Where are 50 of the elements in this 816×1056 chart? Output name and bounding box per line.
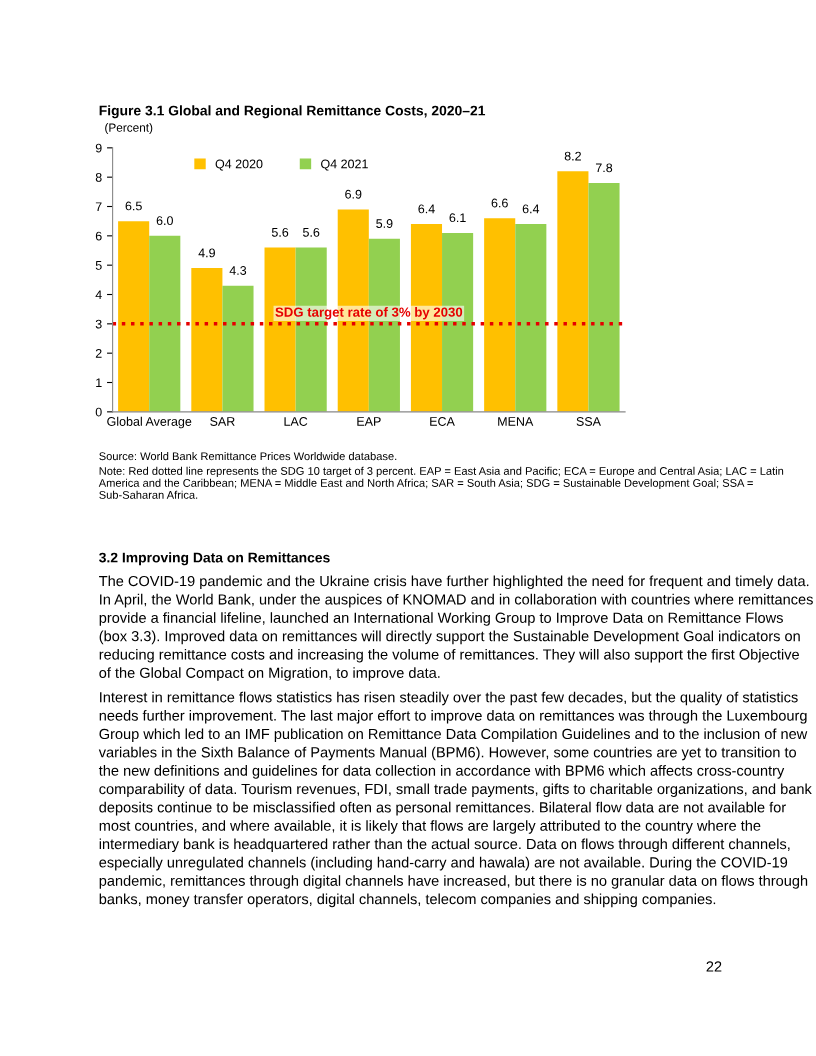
y-tick-label: 3 — [95, 319, 102, 329]
legend-label: Q4 2021 — [321, 159, 368, 171]
bar — [515, 224, 547, 412]
data-label: 5.6 — [271, 227, 289, 237]
x-tick-label: LAC — [284, 417, 308, 426]
x-tick-label: SSA — [576, 417, 601, 426]
y-tick-label: 1 — [96, 378, 102, 388]
data-label: 6.1 — [449, 213, 466, 223]
data-label: 5.9 — [376, 219, 393, 228]
text: 3.2 Improving Data on Remittances — [99, 552, 330, 566]
ref-line-label: SDG target rate of 3% by 2030 — [275, 307, 463, 320]
legend-label: Q4 2020 — [215, 159, 263, 171]
text: The COVID-19 pandemic and the Ukraine crisis have further highlighted the need for frequent and timely data. In April, the World Bank, under the auspices of KNOMAD and in collaboration with countries where remittances provide a financial lifeline, launched an International Working Group to Improve Data on Remittance Flows (box 3.3). Improved data on remittances will directly support the Sustainable Development Goal indicators on reducing remittance costs and increasing the volume of remittances. They will also support the first Objective of the Global Compact on Migration, to improve data. — [99, 575, 813, 681]
chart-title: Figure 3.1 Global and Regional Remittance Costs, 2020–21 — [99, 105, 486, 119]
bar — [191, 268, 223, 412]
text: 22 — [706, 961, 722, 972]
x-tick-label: EAP — [357, 417, 381, 426]
source-note: Source: World Bank Remittance Prices Worldwide database. — [99, 451, 397, 461]
x-tick-label: Global Average — [107, 416, 192, 429]
x-tick-label: MENA — [498, 417, 534, 426]
y-tick-label: 2 — [95, 348, 102, 358]
data-label: 7.8 — [595, 163, 613, 173]
data-label: 5.6 — [302, 227, 320, 237]
bar — [222, 285, 254, 412]
bar — [484, 218, 516, 412]
bar — [588, 183, 620, 412]
bar — [557, 171, 589, 412]
data-label: 6.9 — [345, 189, 362, 199]
y-tick-label: 5 — [95, 261, 102, 270]
y-tick-label: 0 — [95, 407, 102, 417]
data-label: 6.4 — [418, 204, 435, 214]
bar — [118, 221, 150, 412]
text: Interest in remittance flows statistics has risen steadily over the past few decades, but the quality of statistics needs further improvement. The last major effort to improve data on remittances was through the Luxembourg Group which led to an IMF publication on Remittance Data Compilation Guidelines and to the inclusion of new variables in the Sixth Balance of Payments Manual (BPM6). However, some countries are yet to transition to the new definitions and guidelines for data collection in accordance with BPM6 which affects cross-country comparability of data. Tourism revenues, FDI, small trade payments, gifts to charitable organizations, and bank deposits continue to be misclassified often as personal remittances. Bilateral flow data are not available for most countries, and where available, it is likely that flows are largely attributed to the country where the intermediary bank is headquartered rather than the actual source. Data on flows through different channels, especially unregulated channels (including hand-carry and hawala) are not available. During the COVID-19 pandemic, remittances through digital channels have increased, but there is no granular data on flows through banks, money transfer operators, digital channels, telecom companies and shipping companies. — [98, 691, 812, 908]
data-label: 4.3 — [229, 266, 247, 275]
data-label: 6.6 — [491, 198, 508, 208]
data-label: 6.0 — [156, 216, 173, 226]
x-tick-label: SAR — [210, 417, 235, 426]
bar — [149, 235, 181, 412]
y-tick-label: 8 — [95, 172, 102, 182]
data-label: 4.9 — [198, 248, 215, 258]
y-tick-label: 7 — [95, 202, 102, 212]
data-label: 6.4 — [522, 204, 540, 214]
data-label: 8.2 — [564, 151, 581, 161]
y-tick-label: 6 — [95, 231, 102, 241]
y-axis-title: (Percent) — [105, 123, 153, 135]
data-label: 6.5 — [125, 201, 142, 211]
text: Note: Red dotted line represents the SDG 10 target of 3 percent. EAP = East Asia and Pacific; ECA = Europe and Central Asia; LAC = Latin America and the Caribbean; MENA = Middle East and North Africa; SAR = South Asia; SDG = Sustainable Development Goal; SSA = Sub-Saharan Africa. — [98, 466, 784, 499]
y-tick-label: 9 — [95, 143, 102, 153]
y-tick-label: 4 — [95, 290, 102, 300]
x-tick-label: ECA — [430, 417, 455, 426]
